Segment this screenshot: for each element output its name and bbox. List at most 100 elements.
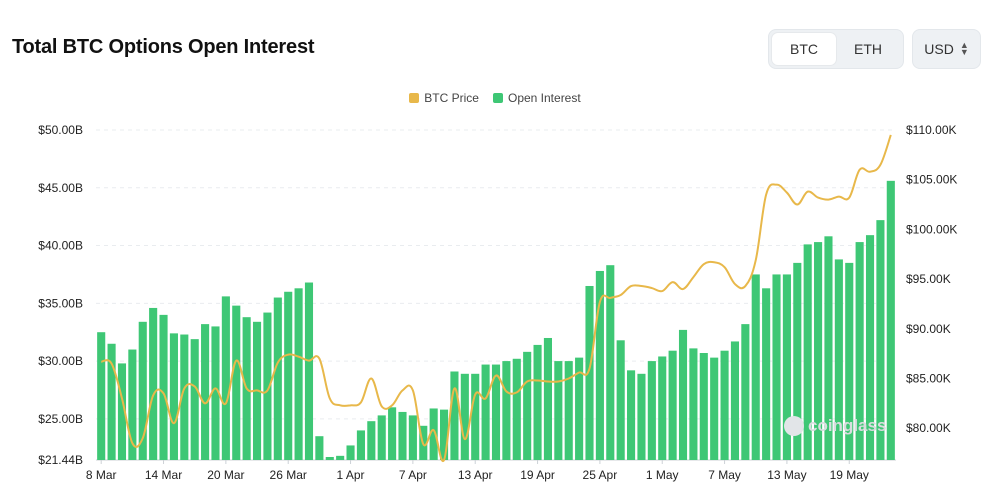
oi-bar — [450, 371, 459, 460]
oi-bar — [886, 180, 895, 460]
x-tick-label: 26 Mar — [270, 468, 307, 482]
oi-bar — [595, 270, 604, 460]
oi-bar — [554, 361, 563, 460]
y-left-tick-label: $30.00B — [38, 354, 83, 368]
oi-bar — [782, 274, 791, 460]
oi-bar — [471, 373, 480, 460]
x-tick-label: 25 Apr — [583, 468, 618, 482]
y-left-tick-label: $50.00B — [38, 123, 83, 137]
oi-bar — [855, 242, 864, 460]
oi-bar — [138, 321, 147, 460]
legend-label-open-interest: Open Interest — [507, 91, 581, 105]
oi-bar — [834, 259, 843, 460]
oi-bar — [865, 235, 875, 460]
oi-bar — [325, 456, 334, 460]
oi-bar — [149, 307, 158, 460]
oi-bar — [585, 285, 594, 460]
y-left-tick-label: $21.44B — [38, 453, 83, 467]
oi-bar — [668, 350, 677, 460]
oi-bar — [346, 445, 355, 460]
y-right-tick-label: $80.00K — [906, 421, 951, 435]
coinglass-logo-icon — [784, 416, 804, 436]
oi-bar — [575, 357, 584, 460]
oi-bar — [699, 353, 708, 460]
oi-bar — [824, 236, 833, 460]
currency-select[interactable]: USD ▲ ▼ — [912, 29, 981, 69]
oi-bar — [616, 340, 625, 460]
oi-bar — [658, 356, 667, 460]
oi-bar — [512, 358, 521, 460]
chevron-updown-icon: ▲ ▼ — [959, 40, 969, 57]
btc-toggle-button[interactable]: BTC — [772, 33, 836, 65]
oi-bar — [211, 326, 220, 460]
x-tick-label: 14 Mar — [145, 468, 182, 482]
x-tick-label: 13 Apr — [458, 468, 493, 482]
oi-bar — [232, 305, 241, 460]
oi-bar — [481, 364, 490, 460]
y-left-tick-label: $35.00B — [38, 296, 83, 310]
y-right-tick-label: $90.00K — [906, 322, 951, 336]
x-tick-label: 7 May — [708, 468, 741, 482]
oi-bar — [762, 288, 771, 460]
y-left-tick-label: $25.00B — [38, 412, 83, 426]
oi-bar — [741, 324, 750, 460]
oi-bar — [128, 349, 137, 460]
oi-bar — [647, 361, 656, 460]
btc-price-line — [101, 134, 892, 462]
legend-swatch-open-interest — [492, 93, 503, 103]
oi-bar — [408, 415, 417, 460]
page-title: Total BTC Options Open Interest — [12, 36, 315, 58]
y-right-tick-label: $95.00K — [906, 272, 951, 286]
currency-value: USD — [924, 41, 954, 57]
oi-bar — [263, 312, 272, 460]
oi-bar — [315, 436, 324, 460]
oi-bar — [398, 411, 407, 460]
oi-bar — [97, 332, 106, 460]
oi-bar — [377, 415, 386, 460]
oi-bar — [710, 357, 719, 460]
oi-bar — [543, 337, 552, 460]
x-tick-label: 20 Mar — [207, 468, 244, 482]
oi-bar — [678, 329, 688, 460]
oi-bar — [637, 373, 646, 460]
oi-bar — [793, 262, 802, 460]
oi-bar — [460, 373, 469, 460]
oi-bar — [845, 262, 854, 460]
legend-item-btc-price[interactable]: BTC Price — [409, 91, 479, 105]
oi-bar — [772, 274, 781, 460]
oi-bar — [523, 351, 532, 460]
oi-bar — [117, 363, 127, 460]
y-left-tick-label: $45.00B — [38, 181, 83, 195]
oi-bar — [190, 339, 199, 460]
oi-bar — [273, 297, 282, 460]
x-tick-label: 1 May — [646, 468, 679, 482]
oi-bar — [304, 282, 314, 460]
oi-bar — [201, 324, 210, 460]
oi-bar — [491, 364, 501, 460]
oi-bar — [336, 455, 345, 460]
eth-toggle-button[interactable]: ETH — [854, 41, 882, 57]
y-left-tick-label: $40.00B — [38, 239, 83, 253]
y-right-tick-label: $105.00K — [906, 173, 957, 187]
oi-bar — [502, 361, 511, 460]
legend-label-btc-price: BTC Price — [424, 91, 479, 105]
oi-bar — [169, 333, 178, 460]
oi-bar — [627, 370, 636, 460]
x-tick-label: 13 May — [767, 468, 806, 482]
oi-bar — [388, 407, 397, 460]
oi-bar — [356, 430, 365, 460]
chart-legend: BTC Price Open Interest — [0, 91, 990, 105]
x-tick-label: 7 Apr — [399, 468, 427, 482]
y-right-tick-label: $100.00K — [906, 222, 957, 236]
oi-bar — [159, 314, 168, 460]
oi-bar — [533, 344, 542, 460]
oi-bar — [367, 421, 376, 460]
y-right-tick-label: $85.00K — [906, 371, 951, 385]
oi-bar — [440, 409, 449, 460]
oi-bar — [429, 408, 438, 460]
legend-item-open-interest[interactable]: Open Interest — [492, 91, 581, 105]
oi-bar — [221, 296, 230, 460]
oi-bar — [720, 350, 729, 460]
x-tick-label: 19 May — [830, 468, 869, 482]
